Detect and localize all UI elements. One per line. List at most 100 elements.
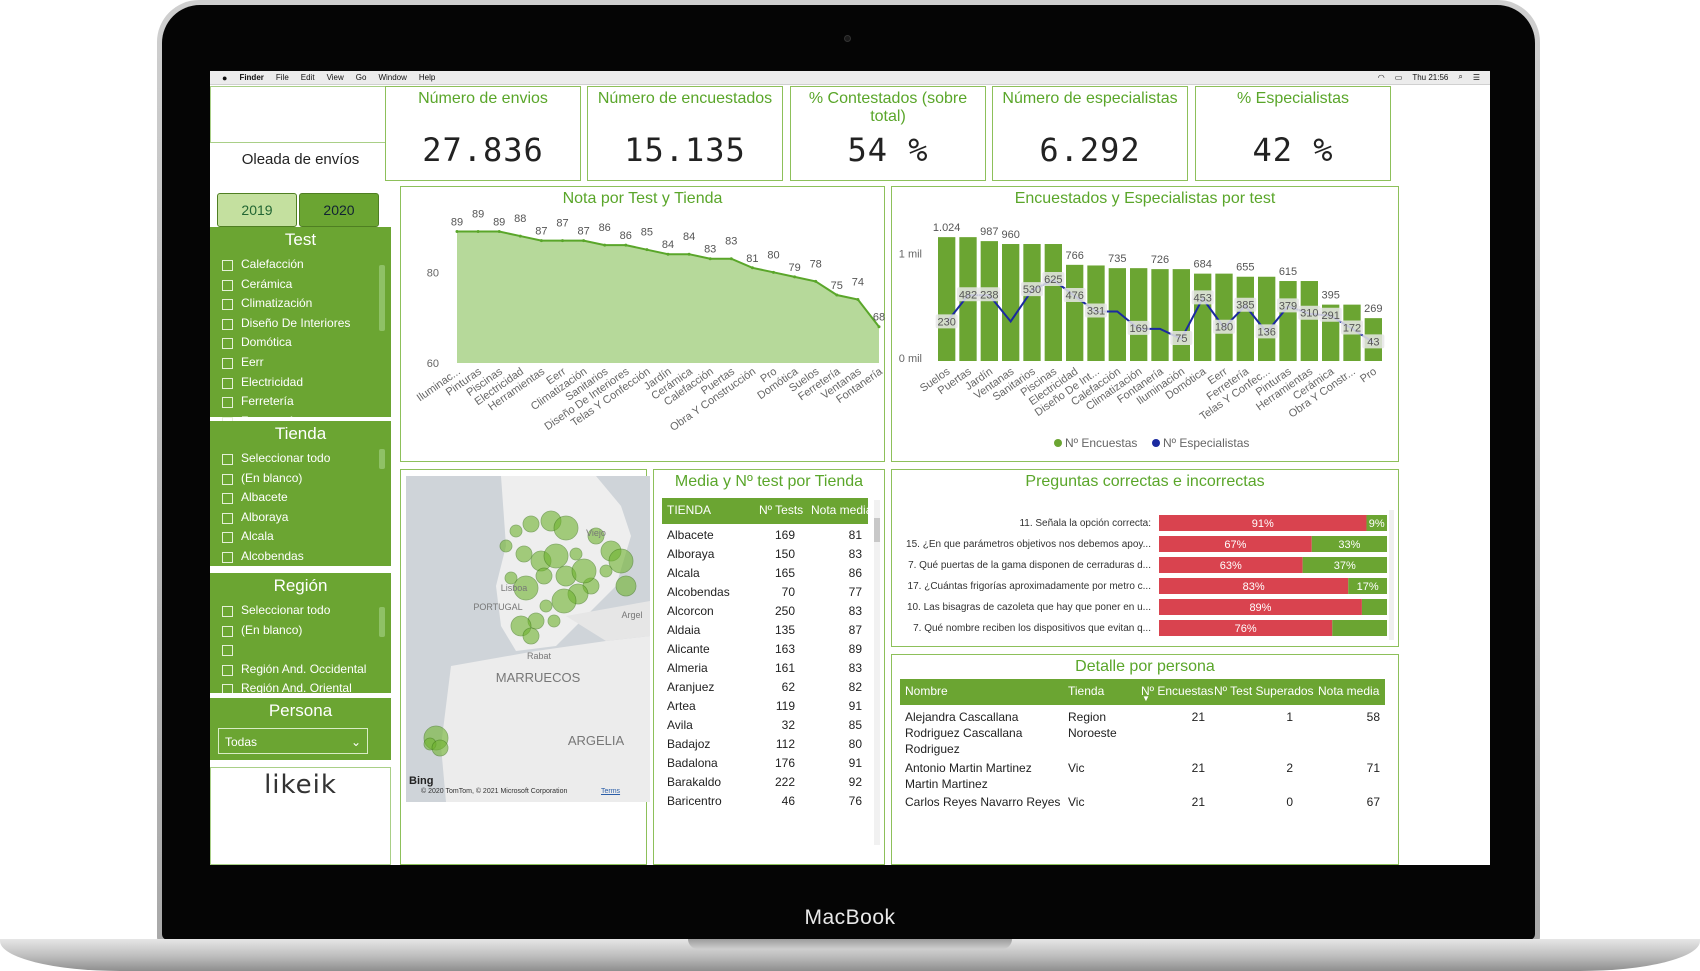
tienda-slicer-item[interactable]: Alcobendas — [210, 547, 391, 566]
col-nombre[interactable]: Nombre — [905, 684, 948, 698]
list-icon[interactable]: ☰ — [1472, 72, 1480, 82]
map-bubble[interactable] — [615, 575, 637, 597]
map-bubble[interactable] — [522, 627, 540, 645]
checkbox-icon[interactable] — [222, 279, 233, 291]
checkbox-icon[interactable] — [222, 299, 233, 311]
checkbox-icon[interactable] — [222, 493, 233, 505]
wifi-icon[interactable]: ◠ — [1377, 72, 1385, 82]
table-row[interactable]: Antonio Martin Martinez Martin Martinez Vi… — [900, 758, 1385, 808]
year-2019-button[interactable]: 2019 — [217, 193, 297, 227]
checkbox-icon[interactable] — [222, 645, 233, 657]
tienda-table-scrollbar[interactable] — [874, 500, 880, 845]
map-bubble[interactable] — [504, 571, 518, 585]
map-bubble[interactable] — [551, 588, 577, 614]
table-row[interactable]: Alejandra Cascallana Rodriguez Cascallana… — [900, 707, 1385, 757]
col-notamedia[interactable]: Nota media — [1318, 684, 1380, 698]
map-bubble[interactable] — [431, 739, 449, 757]
col-ntests[interactable]: Nº Tests — [759, 503, 804, 517]
table-row[interactable]: Baricentro 46 76 — [662, 791, 868, 810]
menu-go[interactable]: Go — [355, 73, 367, 82]
map-bubble[interactable] — [499, 539, 513, 553]
checkbox-icon[interactable] — [222, 473, 233, 485]
table-row[interactable]: Albacete 169 81 — [662, 525, 868, 544]
checkbox-icon[interactable] — [222, 454, 233, 465]
test-slicer-item[interactable]: Cerámica — [210, 275, 391, 295]
map-bubble[interactable] — [547, 614, 561, 628]
map-bubble[interactable] — [569, 547, 583, 561]
test-slicer-item[interactable]: Eerr — [210, 353, 391, 373]
map-bubble[interactable] — [553, 515, 579, 541]
test-slicer-item[interactable]: Climatización — [210, 294, 391, 314]
region-slicer-item[interactable]: Región And. Oriental — [210, 679, 391, 693]
battery-icon[interactable]: ▭ — [1394, 72, 1403, 82]
table-row[interactable]: Artea 119 91 — [662, 696, 868, 715]
menu-view[interactable]: View — [326, 73, 344, 82]
checkbox-icon[interactable] — [222, 664, 233, 676]
checkbox-icon[interactable] — [222, 551, 233, 563]
menu-finder[interactable]: Finder — [239, 73, 264, 82]
tienda-scrollbar[interactable] — [379, 449, 385, 469]
table-row[interactable]: Alcala 165 86 — [662, 563, 868, 582]
test-slicer-item[interactable]: Ferretería — [210, 392, 391, 412]
region-slicer-item[interactable]: Seleccionar todo — [210, 601, 391, 621]
map-bubble[interactable] — [515, 545, 533, 563]
map-bubble[interactable] — [509, 524, 523, 538]
col-nota[interactable]: Nota media — [811, 503, 873, 517]
apple-menu-icon[interactable]: ● — [222, 72, 228, 83]
tienda-slicer-item[interactable]: Seleccionar todo — [210, 449, 391, 469]
checkbox-icon[interactable] — [222, 532, 233, 544]
checkbox-icon[interactable] — [222, 377, 233, 389]
col-tienda[interactable]: Tienda — [1068, 684, 1105, 698]
col-nsuperados[interactable]: Nº Test Superados — [1214, 684, 1314, 698]
preguntas-scrollbar[interactable] — [1389, 510, 1394, 640]
tienda-slicer-item[interactable]: Alboraya — [210, 508, 391, 528]
spotlight-icon[interactable]: ⌕ — [1458, 72, 1463, 81]
checkbox-icon[interactable] — [222, 684, 233, 693]
map-bubble[interactable] — [587, 527, 605, 545]
tienda-slicer-item[interactable]: Alcala — [210, 527, 391, 547]
table-row[interactable]: Barakaldo 222 92 — [662, 772, 868, 791]
col-nencuestas[interactable]: Nº Encuestas — [1141, 684, 1214, 698]
year-2020-button[interactable]: 2020 — [299, 193, 379, 227]
test-slicer-item[interactable]: Diseño De Interiores — [210, 314, 391, 334]
legend-especialistas[interactable]: Nº Especialistas — [1163, 436, 1249, 450]
tienda-slicer-item[interactable]: Albacete — [210, 488, 391, 508]
col-tienda[interactable]: TIENDA — [667, 503, 712, 517]
table-row[interactable]: Alboraya 150 83 — [662, 544, 868, 563]
checkbox-icon[interactable] — [222, 357, 233, 369]
menu-window[interactable]: Window — [378, 73, 407, 82]
map-bubble[interactable] — [599, 564, 613, 578]
map-bubble[interactable] — [522, 515, 540, 533]
tienda-slicer-item[interactable]: (En blanco) — [210, 469, 391, 489]
map-bubble[interactable] — [571, 558, 597, 584]
table-row[interactable]: Almeria 161 83 — [662, 658, 868, 677]
menu-file[interactable]: File — [275, 73, 289, 82]
map-bubble[interactable] — [535, 567, 553, 585]
map-bubble[interactable] — [608, 548, 634, 574]
map[interactable]: Viejo Lisboa PORTUGAL Argel Rabat MARRUECOS AR… — [406, 476, 650, 802]
table-row[interactable]: Aranjuez 62 82 — [662, 677, 868, 696]
region-slicer-item[interactable]: Región And. Occidental — [210, 660, 391, 680]
menu-help[interactable]: Help — [418, 73, 436, 82]
test-slicer-item[interactable]: Calefacción — [210, 255, 391, 275]
checkbox-icon[interactable] — [222, 512, 233, 524]
map-terms-link[interactable]: Terms — [601, 788, 621, 795]
map-bubble[interactable] — [513, 575, 539, 601]
table-row[interactable]: Alcobendas 70 77 — [662, 582, 868, 601]
checkbox-icon[interactable] — [222, 606, 233, 617]
table-row[interactable]: Badajoz 112 80 — [662, 734, 868, 753]
table-row[interactable]: Avila 32 85 — [662, 715, 868, 734]
checkbox-icon[interactable] — [222, 397, 233, 409]
table-row[interactable]: Carlos Reyes Navarro Reyes Vic 21 0 67 — [900, 792, 1385, 842]
table-row[interactable]: Badalona 176 91 — [662, 753, 868, 772]
region-slicer-item[interactable] — [210, 640, 391, 660]
map-bubble[interactable] — [539, 599, 553, 613]
clock[interactable]: Thu 21:56 — [1412, 72, 1449, 82]
test-slicer-item[interactable]: Domótica — [210, 333, 391, 353]
checkbox-icon[interactable] — [222, 625, 233, 637]
test-scrollbar[interactable] — [379, 265, 385, 331]
test-slicer-item[interactable]: Electricidad — [210, 373, 391, 393]
checkbox-icon[interactable] — [222, 318, 233, 330]
table-row[interactable]: Alcorcon 250 83 — [662, 601, 868, 620]
menu-edit[interactable]: Edit — [300, 73, 315, 82]
